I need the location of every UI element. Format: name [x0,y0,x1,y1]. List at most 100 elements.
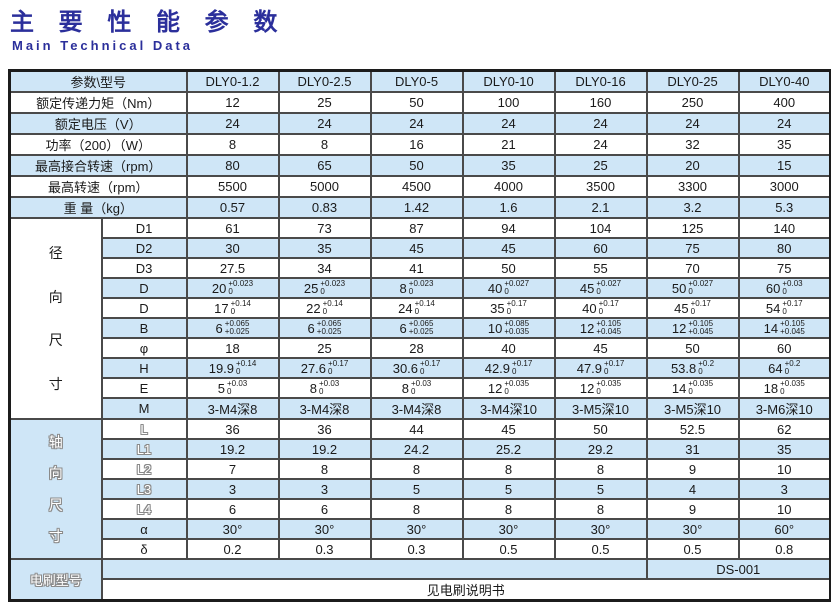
table-row: L1 19.2 19.2 24.2 25.2 29.2 31 35 [10,438,831,460]
cell: 14 +0.035 0 [645,377,740,399]
toleranced-value: 5 +0.03 0 [218,380,247,396]
cell: 30° [277,518,372,540]
lower-tolerance: 0 [328,367,333,376]
cell: 6 +0.065 +0.025 [369,317,464,339]
nominal-value: 30.6 [392,360,419,376]
table-row: 重 量（kg） 0.57 0.83 1.42 1.6 2.1 3.2 5.3 [8,196,831,219]
cell: 55 [553,257,648,279]
cell: 8 [369,458,464,480]
table-row: M 3-M4深8 3-M4深8 3-M4深8 3-M4深10 3-M5深10 3-M5深10… [10,397,831,420]
cell: 1.6 [461,196,556,219]
cell: 44 [369,418,464,440]
table-row: B 6 +0.065 +0.025 6 +0.065 +0.025 6 +0.065 +0.025… [10,317,831,339]
cell: 45 +0.027 0 [553,277,648,299]
cell: 35 [737,133,831,156]
lower-tolerance: +0.045 [688,327,714,336]
upper-tolerance: +0.035 [504,379,530,388]
cell: 6 +0.065 +0.025 [277,317,372,339]
row-label: D [100,277,188,299]
nominal-value: 24 [398,300,413,316]
cell: 45 [369,237,464,259]
spec-table: 参数\型号 DLY0-1.2 DLY0-2.5 DLY0-5 DLY0-10 DLY0-1… [8,69,831,602]
cell: 75 [737,257,831,279]
upper-tolerance: +0.17 [328,359,349,368]
cell: 20 +0.023 0 [185,277,280,299]
cell: 60° [737,518,831,540]
cell: 160 [553,91,648,114]
upper-tolerance: +0.17 [506,299,527,308]
nominal-value: 35 [490,300,505,316]
cell: 40 +0.17 0 [553,297,648,319]
upper-tolerance: +0.023 [228,279,254,288]
toleranced-value: 14 +0.105 +0.045 [764,320,805,336]
cell: 17 +0.14 0 [185,297,280,319]
section-label-text: 轴向尺寸 [48,433,63,545]
cell: 6 +0.065 +0.025 [185,317,280,339]
table-row: 电刷型号 DS-001 [8,558,831,602]
upper-tolerance: +0.17 [420,359,441,368]
row-label: L [100,418,188,440]
cell: 400 [737,91,831,114]
cell: 50 [369,154,464,177]
row-label: 额定传递力矩（Nm） [8,91,188,114]
upper-tolerance: +0.14 [236,359,257,368]
cell: 7 [185,458,280,480]
upper-tolerance: +0.14 [230,299,251,308]
cell: 19.2 [185,438,280,460]
tolerance-stack: +0.17 0 [782,300,802,316]
lower-tolerance: 0 [320,287,325,296]
cell: 21 [461,133,556,156]
tolerance-stack: +0.023 0 [228,280,253,296]
cell: 14 +0.105 +0.045 [737,317,831,339]
row-label: D [100,297,188,319]
tolerance-stack: +0.065 +0.025 [225,320,250,336]
cell: 0.83 [277,196,372,219]
cell: 18 +0.035 0 [737,377,831,399]
cell: 40 [461,337,556,359]
cell: 8 [185,133,280,156]
tolerance-stack: +0.2 0 [698,360,714,376]
toleranced-value: 45 +0.17 0 [674,300,711,316]
lower-tolerance: 0 [782,307,787,316]
upper-tolerance: +0.035 [688,379,714,388]
upper-tolerance: +0.17 [690,299,711,308]
toleranced-value: 10 +0.085 +0.035 [488,320,529,336]
table-row: L4 6 6 8 8 8 9 10 [10,498,831,520]
brush-model-cell: DS-001 [645,558,831,580]
table-row: 轴向尺寸 L 36 36 44 45 50 52.5 62 [8,418,831,560]
cell: 25 [277,91,372,114]
cell: 10 [737,458,831,480]
cell: 24 [737,112,831,135]
tolerance-stack: +0.17 0 [328,360,348,376]
upper-tolerance: +0.17 [598,299,619,308]
cell: 5 [553,478,648,500]
upper-tolerance: +0.065 [408,319,434,328]
nominal-value: 40 [582,300,597,316]
upper-tolerance: +0.03 [782,279,803,288]
page-title: 主 要 性 能 参 数 [10,9,287,36]
lower-tolerance: 0 [688,287,693,296]
upper-tolerance: +0.065 [224,319,250,328]
cell: 28 [369,337,464,359]
toleranced-value: 60 +0.03 0 [766,280,803,296]
table-row: D2 30 35 45 45 60 75 80 [10,237,831,259]
tolerance-stack: +0.035 0 [780,380,805,396]
table-row: L3 3 3 5 5 5 4 3 [10,478,831,500]
cell: 24 [369,112,464,135]
model-header: DLY0-5 [369,69,464,93]
nominal-value: 14 [671,380,687,396]
table-row: D 17 +0.14 0 22 +0.14 0 24 +0.14 0 35 +0.17 0 40 +0.17… [10,297,831,319]
cell: 18 [185,337,280,359]
tolerance-stack: +0.2 0 [785,360,801,376]
nominal-value: 6 [399,320,407,336]
cell: 30 [185,237,280,259]
toleranced-value: 12 +0.105 +0.045 [672,320,713,336]
toleranced-value: 8 +0.03 0 [402,380,431,396]
table-row: D3 27.5 34 41 50 55 70 75 [10,257,831,279]
brush-note-cell: 见电刷说明书 [100,578,831,602]
cell: 0.5 [645,538,740,560]
tolerance-stack: +0.065 +0.025 [317,320,342,336]
nominal-value: 47.9 [576,360,603,376]
cell: 41 [369,257,464,279]
upper-tolerance: +0.105 [780,319,805,328]
